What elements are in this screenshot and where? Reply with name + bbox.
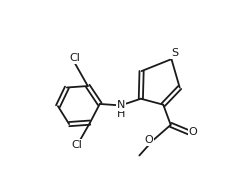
Text: Cl: Cl [71,140,82,150]
Text: O: O [189,127,197,137]
Text: S: S [171,48,178,58]
Text: O: O [144,135,153,145]
Text: H: H [117,109,125,119]
Text: N: N [117,100,125,110]
Text: Cl: Cl [70,53,80,63]
